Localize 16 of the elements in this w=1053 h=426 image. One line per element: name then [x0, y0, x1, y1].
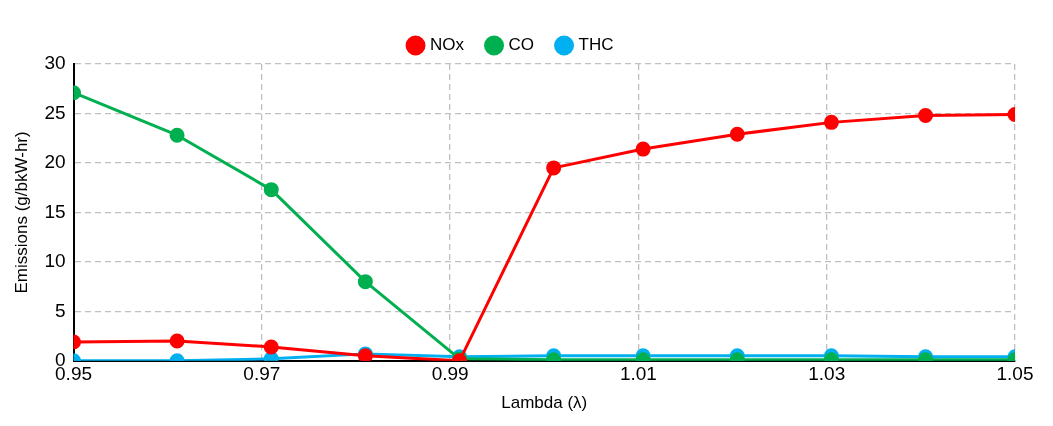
- y-axis-title: Emissions (g/bkW-hr): [11, 131, 31, 294]
- x-tick-label: 0.99: [431, 363, 469, 385]
- legend-label: NOx: [430, 35, 465, 55]
- x-tick-label: 0.97: [243, 363, 281, 385]
- y-tick-label: 5: [54, 299, 66, 321]
- y-tick-label: 25: [44, 101, 66, 123]
- x-axis-title: Lambda (λ): [501, 393, 588, 413]
- legend-label: THC: [578, 35, 614, 55]
- y-tick-label: 15: [44, 200, 66, 222]
- y-tick-label: 20: [44, 151, 66, 173]
- y-tick-label: 10: [44, 250, 66, 272]
- x-tick-label: 1.05: [996, 363, 1034, 385]
- x-tick-label: 1.03: [808, 363, 846, 385]
- legend-label: CO: [508, 35, 535, 55]
- y-tick-label: 30: [44, 52, 66, 74]
- x-tick-label: 1.01: [619, 363, 657, 385]
